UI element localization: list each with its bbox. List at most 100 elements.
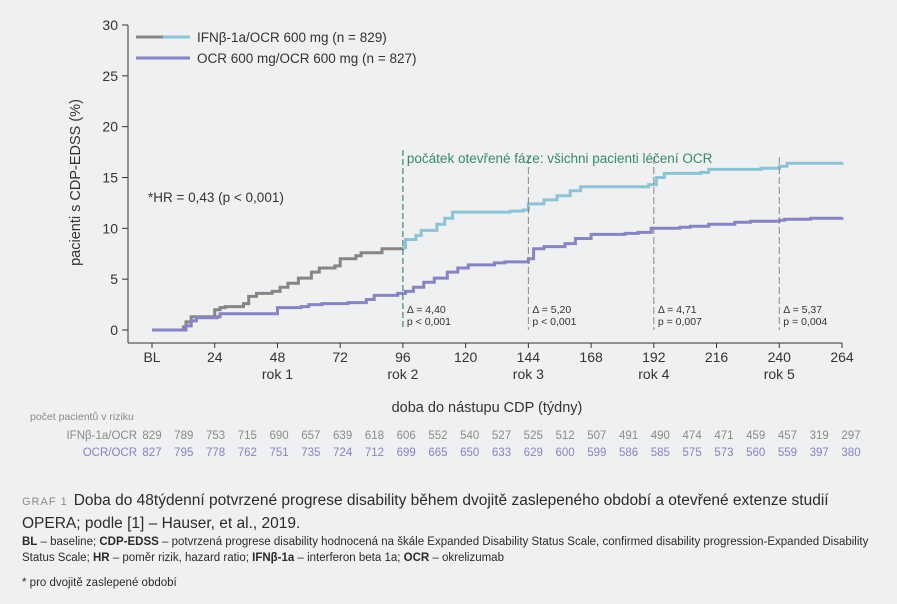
legend-label-ocr: OCR 600 mg/OCR 600 mg (n = 827)	[197, 51, 416, 66]
risk-row-label: OCR/OCR	[83, 447, 137, 459]
abbrev-def-hr: – poměr rizik, hazard ratio;	[109, 552, 253, 564]
risk-cell: 459	[746, 430, 765, 442]
abbrev-def-ocr: – okrelizumab	[429, 552, 504, 564]
abbrev-def-ifn: – interferon beta 1a;	[294, 552, 404, 564]
risk-cell: 712	[365, 447, 384, 459]
risk-cell: 527	[492, 430, 511, 442]
risk-cell: 639	[333, 430, 352, 442]
risk-cell: 657	[301, 430, 320, 442]
risk-cell: 525	[524, 430, 543, 442]
abbrev-term-hr: HR	[92, 552, 110, 564]
risk-cell: 699	[397, 447, 416, 459]
x-year-label: rok 5	[764, 366, 795, 382]
x-year-label: rok 2	[387, 366, 418, 382]
risk-cell: 618	[365, 430, 384, 442]
delta-p-label: p < 0,001	[407, 316, 451, 328]
chart-legend: IFNβ-1a/OCR 600 mg (n = 829) OCR 600 mg/O…	[136, 30, 416, 66]
risk-cell: 751	[269, 447, 288, 459]
x-axis-label: doba do nástupu CDP (týdny)	[392, 400, 583, 416]
y-tick-label: 5	[110, 271, 118, 287]
risk-table-title: počet pacientů v riziku	[30, 411, 134, 423]
y-tick-label: 0	[110, 322, 118, 338]
risk-cell: 715	[238, 430, 257, 442]
risk-cell: 829	[142, 430, 161, 442]
y-tick-label: 15	[102, 170, 118, 186]
x-tick-label: 192	[642, 349, 666, 365]
risk-cell: 573	[714, 447, 733, 459]
y-tick-label: 20	[102, 119, 118, 135]
y-tick-label: 10	[102, 220, 118, 236]
footnote: * pro dvojitě zaslepené období	[22, 577, 177, 589]
delta-value-label: Δ = 4,40	[407, 304, 446, 316]
delta-value-label: Δ = 4,71	[658, 304, 697, 316]
risk-cell: 599	[587, 447, 606, 459]
risk-cell: 491	[619, 430, 638, 442]
risk-cell: 552	[428, 430, 447, 442]
abbrev-term-cdp-edss: CDP-EDSS	[99, 536, 159, 548]
delta-p-label: p = 0,007	[658, 316, 702, 328]
risk-cell: 397	[810, 447, 829, 459]
risk-cell: 629	[524, 447, 543, 459]
risk-cell: 380	[841, 447, 860, 459]
x-year-label: rok 4	[638, 366, 669, 382]
abbrev-term-bl: BL	[22, 536, 38, 548]
risk-cell: 575	[683, 447, 702, 459]
series-ifn-ocr-blinded-curve	[152, 247, 405, 332]
x-tick-label: 120	[454, 349, 478, 365]
figure-caption: GRAF 1 Doba do 48týdenní potvrzené progre…	[22, 490, 882, 534]
risk-row-label: IFNβ-1a/OCR	[66, 430, 137, 442]
risk-cell: 778	[206, 447, 225, 459]
risk-cell: 789	[174, 430, 193, 442]
delta-value-label: Δ = 5,37	[783, 304, 822, 316]
risk-cell: 606	[397, 430, 416, 442]
risk-table: počet pacientů v riziku IFNβ-1a/OCR 829 789…	[30, 411, 861, 459]
series-ifn-ocr-open-label-curve	[402, 161, 844, 250]
phase-start-label: počátek otevřené fáze: všichni pacienti …	[407, 151, 713, 166]
x-tick-label: 72	[332, 349, 348, 365]
series-ocr-ocr-curve	[152, 216, 844, 332]
risk-cell: 559	[778, 447, 797, 459]
x-tick-label: 216	[705, 349, 729, 365]
y-tick-label: 25	[102, 68, 118, 84]
caption-label: GRAF 1	[22, 496, 68, 508]
y-axis-label: pacienti s CDP-EDSS (%)	[68, 99, 84, 266]
risk-cell: 540	[460, 430, 479, 442]
risk-cell: 827	[142, 447, 161, 459]
risk-cell: 585	[651, 447, 670, 459]
x-tick-label: 168	[579, 349, 603, 365]
risk-cell: 319	[810, 430, 829, 442]
x-tick-label: 48	[270, 349, 286, 365]
kaplan-meier-chart: 0 5 10 15 20 25 30 pacienti s CDP-EDSS (%) BL 24 4…	[30, 17, 861, 459]
risk-cell: 490	[651, 430, 670, 442]
risk-cell: 795	[174, 447, 193, 459]
x-tick-label: 240	[768, 349, 792, 365]
risk-cell: 457	[778, 430, 797, 442]
abbrev-def-cdp-edss: – potvrzená progrese disability hodnocen…	[22, 536, 869, 564]
risk-cell: 724	[333, 447, 353, 459]
chart-curves	[152, 161, 844, 332]
risk-cell: 600	[555, 447, 574, 459]
risk-cell: 665	[428, 447, 447, 459]
x-year-label: rok 1	[262, 366, 293, 382]
legend-label-ifn: IFNβ-1a/OCR 600 mg (n = 829)	[197, 30, 387, 45]
x-tick-label: 144	[517, 349, 541, 365]
delta-p-label: p = 0,004	[783, 316, 827, 328]
risk-cell: 471	[714, 430, 733, 442]
x-tick-label: 24	[207, 349, 223, 365]
chart-annotations: *HR = 0,43 (p < 0,001) počátek otevřené f…	[148, 150, 828, 330]
risk-cell: 650	[460, 447, 479, 459]
caption-text: Doba do 48týdenní potvrzené progrese dis…	[22, 492, 829, 532]
delta-value-label: Δ = 5,20	[532, 304, 571, 316]
abbrev-term-ocr: OCR	[403, 552, 430, 564]
risk-cell: 474	[683, 430, 703, 442]
risk-cell: 586	[619, 447, 638, 459]
risk-cell: 297	[841, 430, 860, 442]
risk-cell: 735	[301, 447, 320, 459]
risk-cell: 512	[555, 430, 574, 442]
risk-cell: 633	[492, 447, 511, 459]
risk-cell: 560	[746, 447, 765, 459]
x-tick-label: BL	[143, 349, 160, 365]
risk-cell: 753	[206, 430, 225, 442]
abbreviations: BL – baseline; CDP-EDSS – potvrzená prog…	[22, 534, 887, 566]
x-tick-label: 264	[830, 349, 854, 365]
